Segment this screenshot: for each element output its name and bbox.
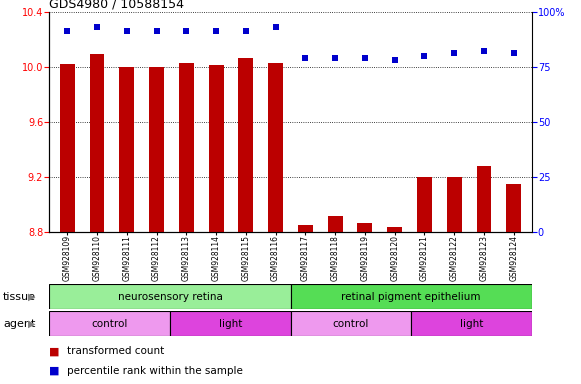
Bar xyxy=(49,311,170,336)
Bar xyxy=(357,223,372,232)
Bar xyxy=(170,311,290,336)
Text: light: light xyxy=(460,318,483,329)
Point xyxy=(360,55,370,61)
Text: transformed count: transformed count xyxy=(67,346,164,356)
Bar xyxy=(49,284,290,309)
Bar xyxy=(290,311,411,336)
Point xyxy=(92,24,102,30)
Bar xyxy=(476,166,492,232)
Bar xyxy=(179,63,193,232)
Point xyxy=(122,28,131,35)
Bar xyxy=(506,184,521,232)
Point xyxy=(182,28,191,35)
Point xyxy=(211,28,221,35)
Point xyxy=(301,55,310,61)
Point xyxy=(152,28,161,35)
Point xyxy=(479,48,489,55)
Text: neurosensory retina: neurosensory retina xyxy=(117,291,223,302)
Text: control: control xyxy=(91,318,128,329)
Bar xyxy=(119,67,134,232)
Text: ■: ■ xyxy=(49,346,60,356)
Point xyxy=(331,55,340,61)
Bar xyxy=(328,216,343,232)
Bar xyxy=(89,54,105,232)
Bar xyxy=(290,284,532,309)
Text: ■: ■ xyxy=(49,366,60,376)
Point xyxy=(241,28,250,35)
Point xyxy=(420,53,429,59)
Point xyxy=(271,24,280,30)
Bar xyxy=(298,225,313,232)
Text: GDS4980 / 10588154: GDS4980 / 10588154 xyxy=(49,0,184,10)
Bar xyxy=(60,64,75,232)
Bar xyxy=(411,311,532,336)
Text: retinal pigment epithelium: retinal pigment epithelium xyxy=(341,291,481,302)
Text: control: control xyxy=(332,318,369,329)
Bar xyxy=(238,58,253,232)
Bar xyxy=(417,177,432,232)
Text: percentile rank within the sample: percentile rank within the sample xyxy=(67,366,243,376)
Bar xyxy=(209,65,224,232)
Point xyxy=(450,50,459,56)
Bar xyxy=(268,63,283,232)
Point xyxy=(63,28,72,35)
Bar xyxy=(447,177,462,232)
Text: light: light xyxy=(218,318,242,329)
Text: tissue: tissue xyxy=(3,291,36,302)
Bar xyxy=(388,227,402,232)
Text: ▶: ▶ xyxy=(28,318,35,329)
Text: agent: agent xyxy=(3,318,35,329)
Point xyxy=(390,57,399,63)
Point xyxy=(509,50,518,56)
Text: ▶: ▶ xyxy=(28,291,35,302)
Bar xyxy=(149,67,164,232)
